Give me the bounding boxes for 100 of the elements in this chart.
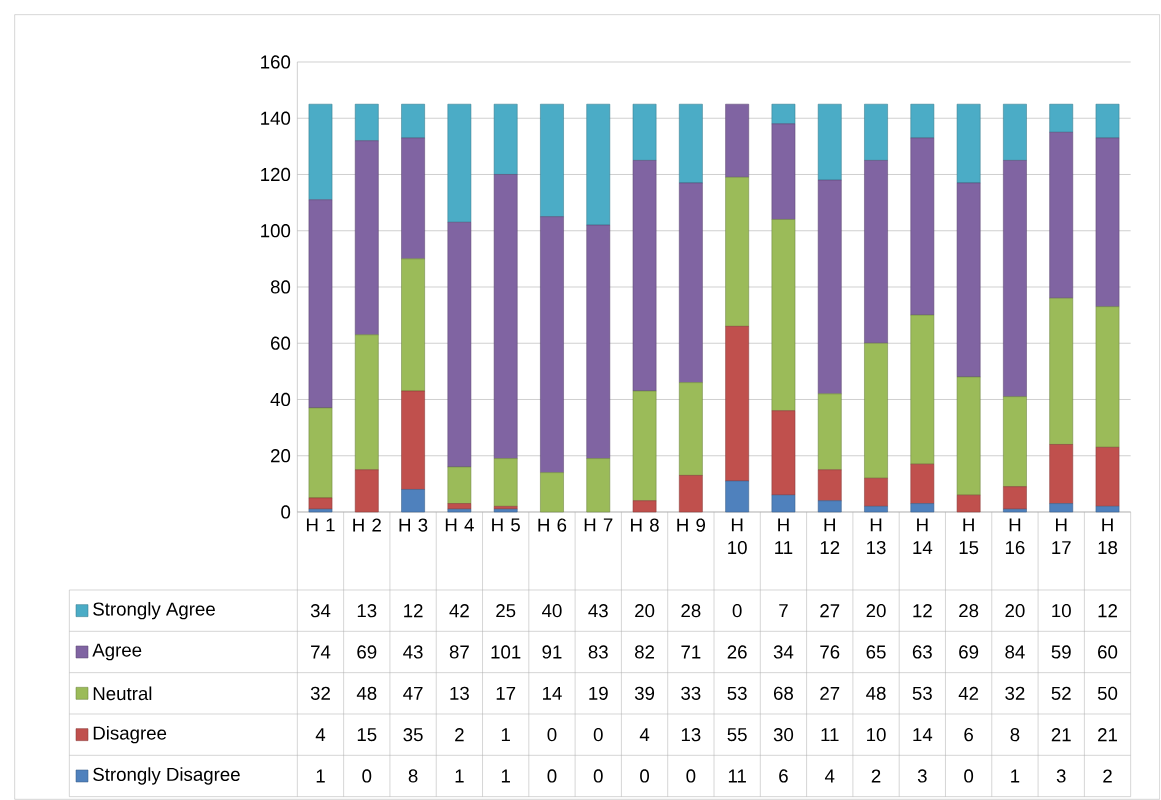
data-label: 74 (311, 645, 331, 659)
bar (354, 334, 379, 471)
x-tick-label: H 10 (728, 518, 747, 555)
data-label: 13 (450, 686, 469, 700)
data-label: 1 (501, 769, 510, 783)
bar (910, 137, 935, 316)
data-label: 0 (362, 769, 372, 783)
data-label: 87 (449, 645, 469, 659)
data-label: 21 (1098, 728, 1117, 742)
data-label: 7 (779, 604, 788, 618)
data-label: 84 (1005, 645, 1025, 659)
data-label: 10 (867, 728, 886, 742)
data-label: 21 (1051, 728, 1071, 742)
data-label: 39 (634, 686, 655, 700)
data-label: 12 (913, 604, 932, 618)
bar (864, 477, 888, 507)
data-label: 68 (774, 686, 794, 700)
data-label: 0 (964, 769, 974, 783)
bar (679, 382, 703, 476)
x-tick-label: H 13 (867, 518, 886, 555)
bar (771, 123, 796, 220)
data-label: 0 (547, 769, 557, 783)
y-tick-label: 100 (261, 224, 291, 238)
x-tick-label: H 9 (677, 518, 705, 532)
data-label: 0 (686, 769, 696, 783)
data-label: 65 (866, 645, 886, 659)
data-label: 47 (403, 686, 423, 700)
legend-label: Disagree (93, 725, 167, 744)
bar (540, 472, 564, 513)
data-label: 15 (357, 728, 377, 742)
bar (632, 103, 657, 161)
bar (679, 103, 703, 184)
x-tick-label: H 14 (913, 518, 933, 554)
data-label: 69 (357, 645, 377, 659)
data-label: 50 (1097, 686, 1118, 700)
bar (447, 466, 472, 504)
data-label: 71 (681, 645, 701, 659)
bar (771, 103, 796, 125)
data-label: 42 (958, 686, 979, 700)
data-label: 13 (681, 728, 701, 742)
x-tick-label: H 2 (353, 518, 381, 532)
bar (586, 224, 611, 459)
bar (447, 103, 472, 223)
bar (817, 103, 842, 181)
data-label: 14 (913, 728, 933, 742)
x-tick-label: H 3 (399, 518, 428, 532)
data-label: 0 (640, 769, 650, 783)
data-label: 59 (1051, 645, 1071, 659)
data-label: 2 (455, 728, 464, 742)
bar (1003, 160, 1027, 397)
data-label: 14 (543, 686, 562, 700)
bar (632, 500, 657, 513)
x-tick-label: H 15 (959, 518, 979, 555)
bar (540, 103, 564, 217)
bar (1095, 306, 1120, 448)
legend-label: Strongly Agree (93, 601, 215, 620)
y-tick-label: 160 (261, 55, 291, 69)
bar (910, 503, 935, 513)
data-label: 0 (593, 769, 603, 783)
y-tick-label: 120 (261, 167, 291, 182)
bar (864, 342, 888, 479)
data-label: 35 (403, 728, 423, 742)
data-label: 19 (589, 686, 608, 700)
x-tick-label: H 4 (445, 518, 474, 532)
data-label: 43 (588, 604, 608, 618)
bar (540, 216, 564, 473)
data-label: 55 (727, 728, 747, 742)
bar (493, 174, 518, 459)
data-label: 1 (316, 769, 325, 783)
bar (308, 508, 333, 513)
bar (493, 103, 518, 175)
x-tick-label: H 8 (631, 518, 659, 532)
data-label: 34 (310, 604, 331, 618)
bar (817, 500, 842, 513)
data-label: 48 (866, 686, 886, 700)
legend-label: Strongly Disagree (93, 767, 240, 785)
data-label: 82 (635, 645, 655, 659)
data-label: 8 (408, 769, 418, 783)
bar (956, 182, 981, 378)
data-label: 42 (449, 604, 469, 618)
bar (354, 469, 379, 513)
data-label: 3 (1056, 769, 1066, 783)
bar (910, 103, 935, 139)
data-label: 53 (727, 686, 747, 700)
bar (1003, 486, 1027, 510)
bar (632, 160, 657, 392)
bar (956, 494, 981, 513)
data-label: 48 (356, 686, 377, 700)
bar (493, 458, 518, 507)
bar (1003, 508, 1027, 513)
bar (1049, 103, 1074, 133)
x-tick-label: H 7 (584, 518, 613, 532)
data-label: 76 (820, 645, 840, 659)
x-tick-label: H 5 (492, 518, 520, 532)
data-label: 27 (820, 604, 840, 618)
bar (1049, 503, 1074, 513)
data-label: 28 (959, 604, 979, 618)
bar (1095, 103, 1120, 139)
data-label: 1 (1011, 769, 1020, 783)
data-label: 101 (491, 645, 521, 659)
